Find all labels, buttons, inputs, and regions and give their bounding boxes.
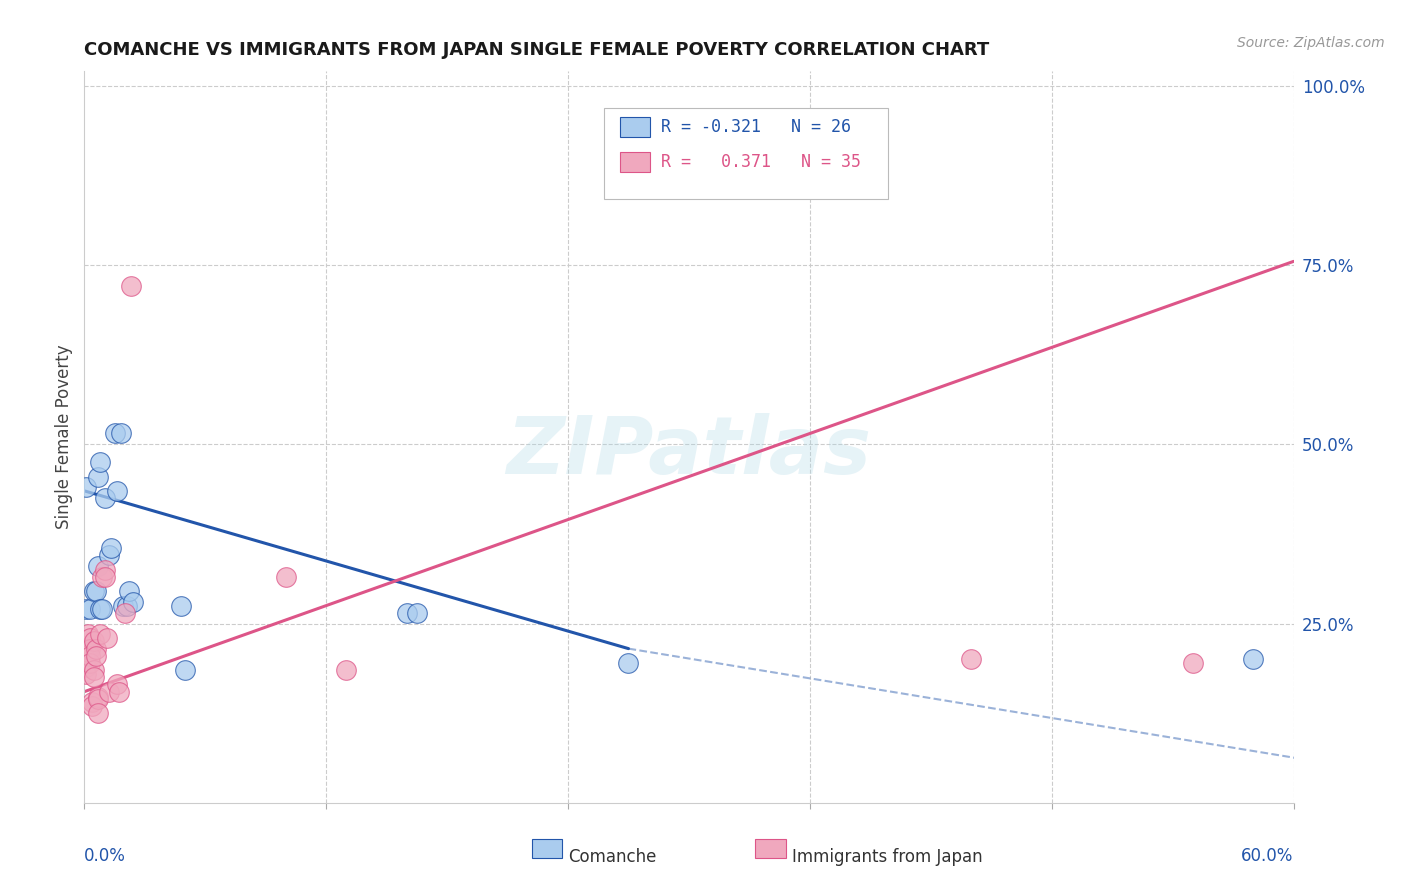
Point: [77, 627, 100, 641]
Text: R = -0.321   N = 26: R = -0.321 N = 26: [661, 118, 851, 136]
Point: [274, 570, 297, 584]
Point: [105, 677, 128, 691]
Text: COMANCHE VS IMMIGRANTS FROM JAPAN SINGLE FEMALE POVERTY CORRELATION CHART: COMANCHE VS IMMIGRANTS FROM JAPAN SINGLE…: [84, 41, 990, 59]
Bar: [620, 152, 650, 172]
Point: [105, 483, 128, 498]
Point: [93, 563, 115, 577]
Point: [87, 690, 110, 704]
Point: [97, 684, 120, 698]
Point: [75, 666, 97, 681]
Point: [82, 698, 104, 713]
Point: [96, 631, 118, 645]
Point: [91, 602, 114, 616]
Point: [87, 691, 110, 706]
Point: [75, 645, 97, 659]
Point: [86, 584, 108, 599]
Point: [1181, 656, 1204, 670]
Point: [395, 606, 418, 620]
Point: [104, 426, 127, 441]
Text: Source: ZipAtlas.com: Source: ZipAtlas.com: [1237, 36, 1385, 50]
Point: [121, 595, 143, 609]
Point: [100, 541, 122, 556]
Point: [170, 599, 193, 613]
Text: ZIPatlas: ZIPatlas: [506, 413, 872, 491]
Point: [75, 480, 97, 494]
Point: [89, 455, 111, 469]
Y-axis label: Single Female Poverty: Single Female Poverty: [55, 345, 73, 529]
Point: [87, 559, 110, 574]
Point: [87, 706, 110, 721]
Point: [93, 570, 115, 584]
Point: [118, 584, 141, 599]
Point: [111, 599, 134, 613]
Point: [120, 279, 142, 293]
Bar: [755, 839, 786, 858]
Point: [82, 695, 104, 709]
Point: [77, 641, 100, 656]
Point: [79, 602, 101, 616]
Point: [617, 656, 640, 670]
Bar: [531, 839, 562, 858]
Point: [93, 491, 115, 505]
Point: [174, 663, 197, 677]
Point: [75, 602, 97, 616]
Text: Immigrants from Japan: Immigrants from Japan: [792, 848, 983, 866]
Point: [86, 648, 108, 663]
Bar: [620, 117, 650, 137]
Point: [79, 656, 101, 670]
Point: [83, 663, 105, 677]
Point: [79, 648, 101, 663]
Point: [335, 663, 357, 677]
Point: [86, 641, 108, 656]
Point: [406, 606, 429, 620]
Point: [110, 426, 132, 441]
Point: [89, 602, 111, 616]
Point: [114, 606, 136, 620]
Point: [75, 659, 97, 673]
Point: [89, 627, 111, 641]
FancyBboxPatch shape: [605, 108, 889, 200]
Point: [960, 652, 983, 666]
Point: [75, 652, 97, 666]
Point: [79, 631, 101, 645]
Point: [83, 634, 105, 648]
Point: [97, 549, 120, 563]
Point: [83, 670, 105, 684]
Point: [79, 641, 101, 656]
Text: 0.0%: 0.0%: [84, 847, 127, 864]
Text: 60.0%: 60.0%: [1241, 847, 1294, 864]
Point: [83, 584, 105, 599]
Point: [1241, 652, 1264, 666]
Point: [77, 645, 100, 659]
Point: [87, 469, 110, 483]
Text: Comanche: Comanche: [568, 848, 657, 866]
Point: [107, 684, 129, 698]
Point: [91, 570, 114, 584]
Text: R =   0.371   N = 35: R = 0.371 N = 35: [661, 153, 860, 171]
Point: [115, 599, 138, 613]
